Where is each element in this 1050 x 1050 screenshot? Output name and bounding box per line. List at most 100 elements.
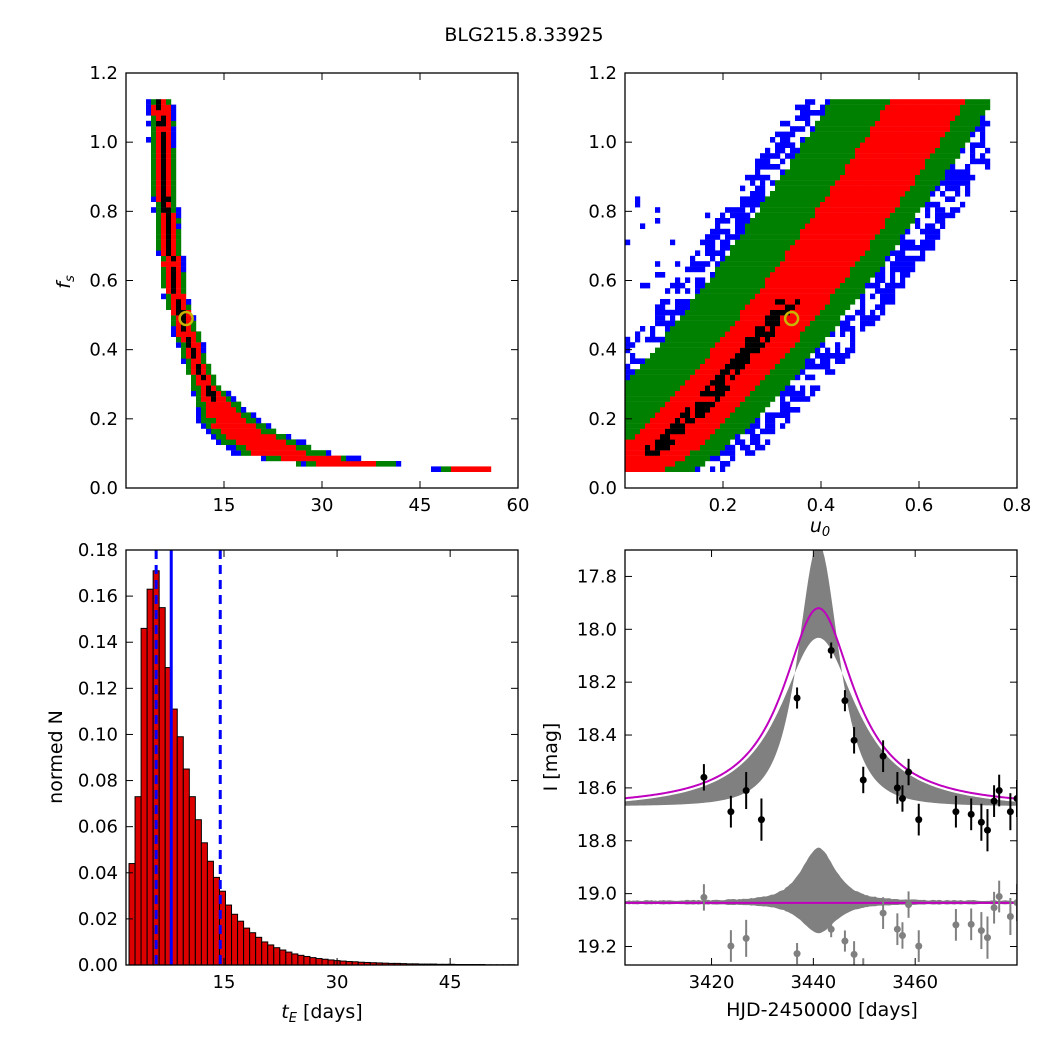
heatmap-cell xyxy=(760,315,766,321)
heatmap-cell xyxy=(850,174,856,181)
heatmap-cell xyxy=(670,466,676,472)
heatmap-cell xyxy=(775,369,781,375)
heatmap-cell xyxy=(745,261,751,267)
heatmap-cell xyxy=(221,439,227,445)
heatmap-cell xyxy=(985,104,991,111)
heatmap-cell xyxy=(930,245,936,251)
heatmap-cell xyxy=(186,358,192,364)
heatmap-cell xyxy=(880,120,886,127)
heatmap-cell xyxy=(286,455,292,462)
heatmap-cell xyxy=(895,207,901,213)
heatmap-cell xyxy=(820,126,826,132)
heatmap-cell xyxy=(705,288,711,294)
heatmap-cell xyxy=(725,245,731,251)
heatmap-cell xyxy=(166,158,172,165)
heatmap-cell xyxy=(920,147,926,154)
figure-title: BLG215.8.33925 xyxy=(444,24,603,46)
heatmap-cell xyxy=(186,347,192,354)
heatmap-cell xyxy=(805,331,811,337)
heatmap-cell xyxy=(166,277,172,283)
heatmap-cell xyxy=(715,234,721,240)
heatmap-cell xyxy=(790,407,796,413)
heatmap-cell xyxy=(855,126,861,132)
heatmap-cell xyxy=(266,450,272,456)
heatmap-cell xyxy=(795,336,801,343)
heatmap-cell xyxy=(850,126,856,132)
heatmap-cell xyxy=(660,401,666,408)
heatmap-cell xyxy=(735,212,741,219)
heatmap-cell xyxy=(845,99,851,105)
heatmap-cell xyxy=(151,153,157,159)
heatmap-cell xyxy=(895,239,901,246)
data-point xyxy=(905,768,913,776)
heatmap-cell xyxy=(196,396,202,402)
heatmap-cell xyxy=(865,196,871,202)
heatmap-cell xyxy=(805,277,811,283)
heatmap-cell xyxy=(166,164,172,170)
heatmap-cell xyxy=(805,169,811,175)
heatmap-cell xyxy=(865,239,871,246)
heatmap-cell xyxy=(810,239,816,246)
heatmap-cell xyxy=(890,239,896,246)
heatmap-cell xyxy=(695,434,701,440)
heatmap-cell xyxy=(815,266,821,273)
heatmap-cell xyxy=(261,423,267,429)
heatmap-cell xyxy=(880,147,886,154)
heatmap-cell xyxy=(880,164,886,170)
heatmap-cell xyxy=(890,110,896,116)
heatmap-cell xyxy=(735,417,741,424)
heatmap-cell xyxy=(750,336,756,343)
heatmap-cell xyxy=(845,293,851,300)
heatmap-cell xyxy=(735,261,741,267)
heatmap-cell xyxy=(905,164,911,170)
residual-point xyxy=(952,921,960,929)
heatmap-cell xyxy=(735,374,741,381)
heatmap-cell xyxy=(730,331,736,337)
histogram-bar xyxy=(267,944,275,966)
heatmap-cell xyxy=(805,266,811,273)
heatmap-cell xyxy=(890,288,896,294)
heatmap-cell xyxy=(805,110,811,116)
x-tick-label: 0.4 xyxy=(807,495,836,516)
y-tick-label: 0.8 xyxy=(89,201,118,222)
heatmap-cell xyxy=(765,331,771,337)
heatmap-cell xyxy=(670,336,676,343)
heatmap-cell xyxy=(880,234,886,240)
heatmap-cell xyxy=(860,99,866,105)
heatmap-cell xyxy=(396,461,402,467)
heatmap-cell xyxy=(695,277,701,283)
heatmap-cell xyxy=(830,299,836,305)
heatmap-cell xyxy=(725,450,731,456)
heatmap-cell xyxy=(820,201,826,208)
heatmap-cell xyxy=(790,396,796,402)
heatmap-cell xyxy=(865,201,871,208)
heatmap-cell xyxy=(231,401,237,408)
heatmap-cell xyxy=(725,207,731,213)
heatmap-cell xyxy=(675,299,681,305)
heatmap-cell xyxy=(755,407,761,413)
heatmap-cell xyxy=(805,304,811,310)
heatmap-cell xyxy=(720,212,726,219)
heatmap-cell xyxy=(800,207,806,213)
heatmap-cell xyxy=(840,326,846,332)
model-curve xyxy=(625,607,1017,800)
heatmap-cell xyxy=(176,309,182,316)
heatmap-cell xyxy=(780,196,786,202)
heatmap-cell xyxy=(985,158,991,165)
heatmap-cell xyxy=(865,158,871,165)
heatmap-cell xyxy=(755,358,761,364)
heatmap-cell xyxy=(860,234,866,240)
heatmap-cell xyxy=(645,466,651,472)
heatmap-cell xyxy=(735,239,741,246)
heatmap-cell xyxy=(730,277,736,283)
heatmap-cell xyxy=(635,455,641,462)
y-tick-label: 0.6 xyxy=(89,271,118,292)
data-point xyxy=(893,784,901,792)
heatmap-cell xyxy=(181,342,187,348)
data-point xyxy=(793,694,801,702)
heatmap-cell xyxy=(855,261,861,267)
heatmap-cell xyxy=(166,282,172,289)
heatmap-cell xyxy=(895,153,901,159)
heatmap-cell xyxy=(890,104,896,111)
heatmap-cell xyxy=(905,174,911,181)
